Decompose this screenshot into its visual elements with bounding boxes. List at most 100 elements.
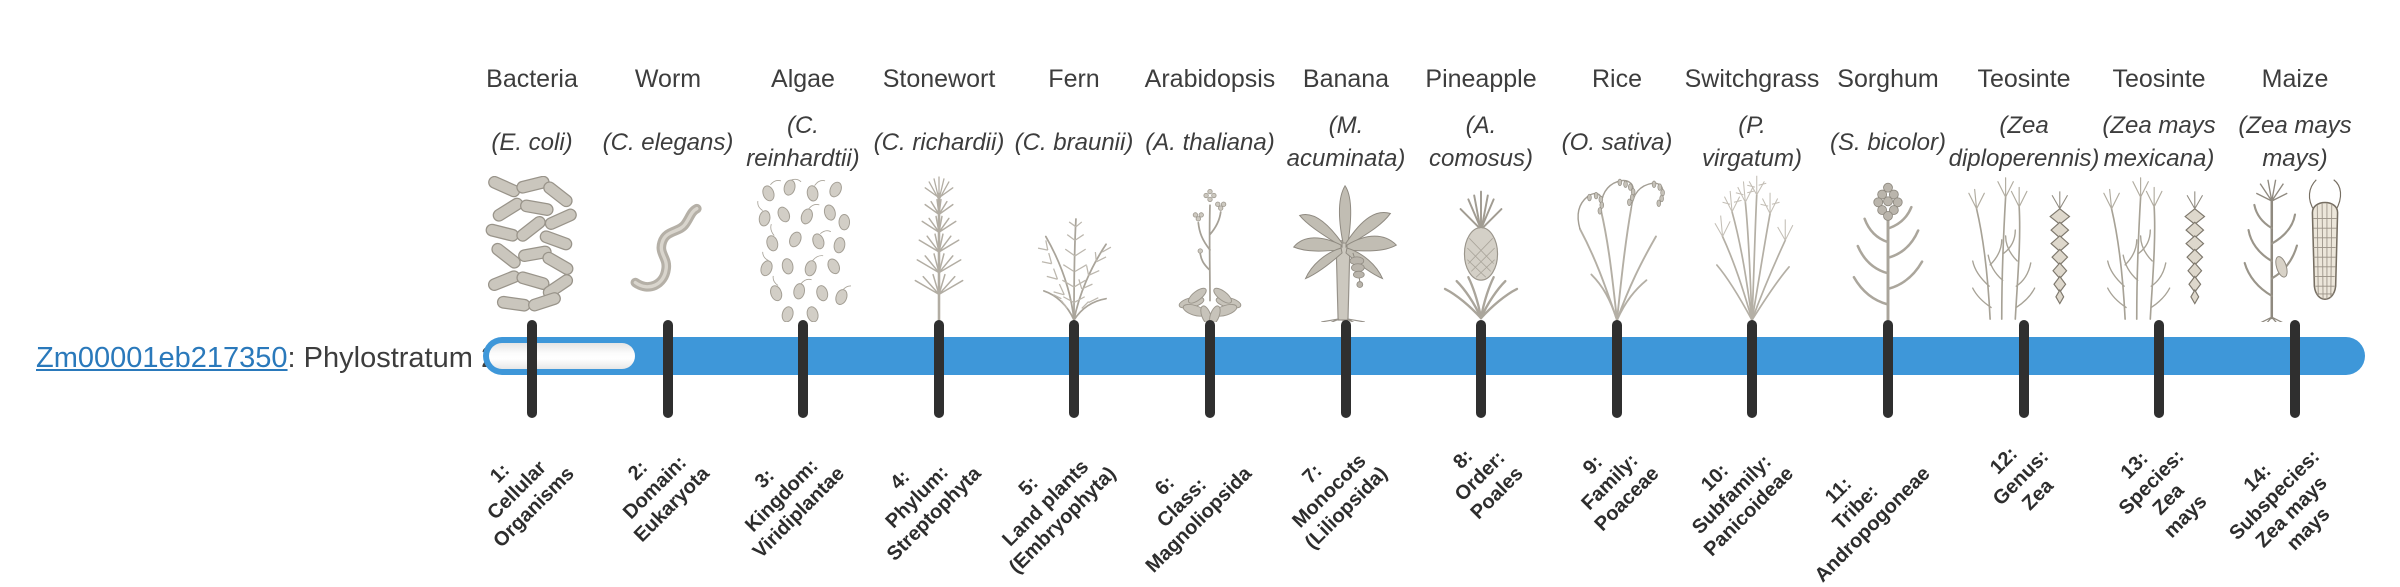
organism-scientific-name: (A. thaliana)	[1135, 104, 1285, 180]
organism-header: Maize (Zea mays mays)	[2220, 62, 2370, 180]
organism-scientific-name-text: (Zea mays mays)	[2238, 112, 2352, 172]
organism-scientific-name: (Zea mays mays)	[2220, 104, 2370, 180]
organism-name: Banana	[1302, 65, 1390, 93]
organism-scientific-name: (A. comosus)	[1406, 104, 1556, 180]
organism-header: Switchgrass (P. virgatum)	[1677, 62, 1827, 180]
phylostratum-tick-label-text: 8: Order: Poales	[1448, 445, 1528, 524]
timeline-tick	[1205, 320, 1215, 418]
phylostratum-tick-label-text: 14: Subspecies: Zea mays mays	[2225, 445, 2335, 555]
organism-name: Teosinte	[1977, 65, 2071, 93]
organism-scientific-name: (C. reinhardtii)	[728, 104, 878, 180]
timeline-tick	[1069, 320, 1079, 418]
organism-scientific-name-text: (Zea mays mexicana)	[2102, 112, 2216, 172]
phylostratum-tick-label-text: 2: Domain: Eukaryota	[619, 451, 715, 547]
timeline-tick	[934, 320, 944, 418]
organism-scientific-name-text: (O. sativa)	[1561, 128, 1673, 156]
algae-illustration	[733, 168, 873, 322]
organism-scientific-name-text: (M. acuminata)	[1286, 112, 1406, 172]
phylostratum-tick-label-text: 9: Family: Poaceae	[1577, 449, 1664, 536]
organism-scientific-name: (S. bicolor)	[1813, 104, 1963, 180]
organism-scientific-name-text: (C. richardii)	[873, 128, 1005, 156]
organism-scientific-name: (P. virgatum)	[1677, 104, 1827, 180]
timeline-tick	[663, 320, 673, 418]
gene-caption-separator: :	[287, 342, 304, 374]
banana-illustration	[1276, 168, 1416, 322]
organism-name: Stonewort	[882, 65, 996, 93]
arabidopsis-illustration	[1140, 168, 1280, 322]
timeline-unfilled-segment	[489, 343, 635, 369]
organism-scientific-name: (C. braunii)	[999, 104, 1149, 180]
organism-name: Maize	[2261, 65, 2329, 93]
rice-illustration	[1547, 168, 1687, 322]
organism-header: Algae (C. reinhardtii)	[728, 62, 878, 180]
organism-scientific-name: (Zea diploperennis)	[1949, 104, 2100, 180]
organism-scientific-name-text: (C. elegans)	[602, 128, 734, 156]
organism-name: Sorghum	[1837, 65, 1939, 93]
organism-scientific-name-text: (C. braunii)	[1014, 128, 1134, 156]
phylostratum-tick-label-text: 11: Tribe: Andropogoneae	[1810, 462, 1935, 587]
pineapple-illustration	[1411, 168, 1551, 322]
organism-header: Arabidopsis (A. thaliana)	[1135, 62, 1285, 180]
organism-header: Fern (C. braunii)	[999, 62, 1149, 180]
gene-id-link[interactable]: Zm00001eb217350	[36, 342, 288, 374]
timeline-tick	[2290, 320, 2300, 418]
organism-scientific-name-text: (S. bicolor)	[1829, 128, 1947, 156]
phylostratum-tick-label-text: 12: Genus: Zea	[1986, 442, 2059, 515]
organism-scientific-name: (O. sativa)	[1542, 104, 1692, 180]
organism-header: Rice (O. sativa)	[1542, 62, 1692, 180]
organism-scientific-name: (M. acuminata)	[1271, 104, 1421, 180]
organism-header: Teosinte (Zea diploperennis)	[1949, 62, 2100, 180]
organism-header: Bacteria (E. coli)	[457, 62, 607, 180]
phylostratum-tick-label-text: 10: Subfamily: Panicoideae	[1688, 450, 1799, 561]
phylostratum-tick-label-text: 7: Monocots (Liliopsida)	[1288, 450, 1393, 554]
timeline-tick	[2154, 320, 2164, 418]
fern-illustration	[1004, 168, 1144, 322]
sorghum-illustration	[1818, 168, 1958, 322]
teosinte-illustration	[1954, 168, 2094, 322]
organism-name: Algae	[771, 65, 835, 93]
organism-header: Pineapple (A. comosus)	[1406, 62, 1556, 180]
phylostratum-tick-label-text: 4: Phylum: Streptophyta	[881, 461, 986, 566]
organism-name: Pineapple	[1425, 65, 1537, 93]
timeline-tick	[1476, 320, 1486, 418]
phylostratum-tick-label-text: 13: Species: Zea mays	[2114, 445, 2212, 543]
organism-header: Teosinte (Zea mays mexicana)	[2084, 62, 2234, 180]
phylostratum-tick-label-text: 6: Class: Magnoliopsida	[1141, 462, 1257, 578]
timeline-tick	[1612, 320, 1622, 418]
organism-header: Sorghum (S. bicolor)	[1813, 62, 1963, 180]
timeline-bar	[483, 337, 2365, 375]
organism-scientific-name-text: (E. coli)	[491, 128, 573, 156]
maize-illustration	[2225, 168, 2365, 322]
teosinte-illustration	[2089, 168, 2229, 322]
organism-name: Worm	[634, 65, 702, 93]
timeline-tick	[527, 320, 537, 418]
timeline-tick	[2019, 320, 2029, 418]
worm-illustration	[598, 168, 738, 322]
organism-header: Stonewort (C. richardii)	[864, 62, 1014, 180]
organism-scientific-name: (E. coli)	[457, 104, 607, 180]
organism-name: Bacteria	[486, 65, 578, 93]
organism-name: Fern	[1048, 65, 1100, 93]
timeline-tick	[1883, 320, 1893, 418]
organism-scientific-name: (Zea mays mexicana)	[2084, 104, 2234, 180]
phylostratum-tick-label-text: 5: Land plants (Embryophyta)	[998, 455, 1121, 578]
organism-name: Rice	[1591, 65, 1642, 93]
timeline-tick	[1341, 320, 1351, 418]
organism-scientific-name-text: (A. thaliana)	[1145, 128, 1275, 156]
organism-name: Arabidopsis	[1144, 65, 1276, 93]
switchgrass-illustration	[1682, 168, 1822, 322]
timeline-tick	[798, 320, 808, 418]
gene-caption: Zm00001eb217350: Phylostratum 2	[36, 340, 497, 376]
timeline-tick	[1747, 320, 1757, 418]
organism-scientific-name-text: (C. reinhardtii)	[746, 112, 860, 172]
phylostratum-tick-label-text: 3: Kingdom: Viridiplantae	[741, 455, 850, 563]
organism-scientific-name: (C. richardii)	[864, 104, 1014, 180]
organism-name: Switchgrass	[1684, 65, 1820, 93]
organism-scientific-name-text: (A. comosus)	[1428, 112, 1534, 172]
organism-scientific-name: (C. elegans)	[593, 104, 743, 180]
organism-header: Worm (C. elegans)	[593, 62, 743, 180]
organism-name: Teosinte	[2112, 65, 2206, 93]
bacteria-illustration	[462, 168, 602, 322]
organism-scientific-name-text: (P. virgatum)	[1701, 112, 1803, 172]
